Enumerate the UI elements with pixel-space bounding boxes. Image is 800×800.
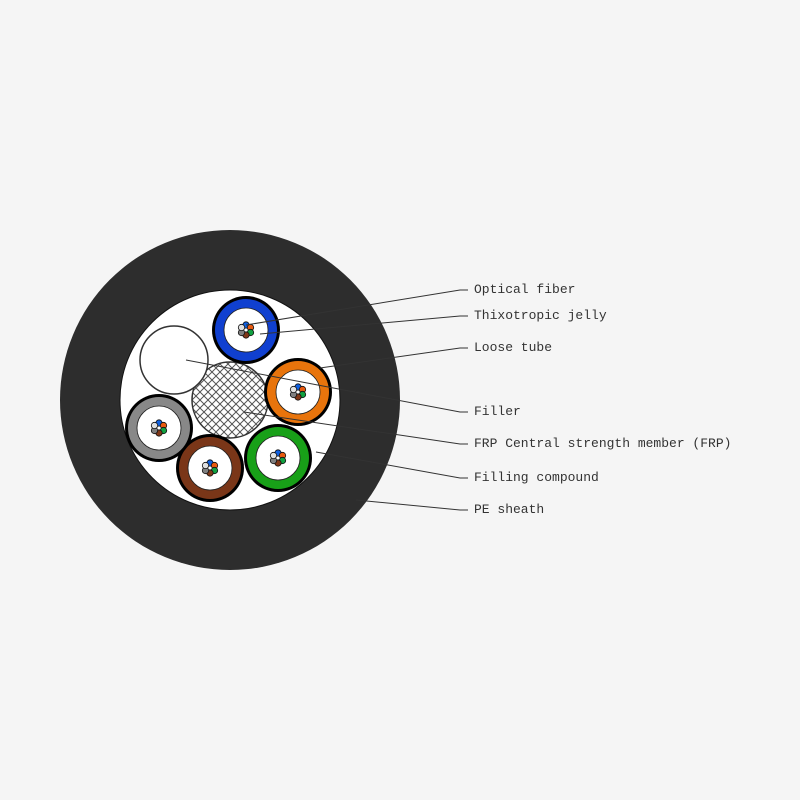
thixotropic-jelly-grey [137,406,181,450]
thixotropic-jelly-blue [224,308,268,352]
label-frp_center: FRP Central strength member (FRP) [474,436,731,451]
label-optical_fiber: Optical fiber [474,282,575,297]
optical-fiber [202,462,208,468]
label-loose_tube: Loose tube [474,340,552,355]
leader-line-pe_sheath [356,500,468,510]
thixotropic-jelly-brown [188,446,232,490]
optical-fiber [151,422,157,428]
filler-rod [140,326,208,394]
label-filler: Filler [474,404,521,419]
thixotropic-jelly-orange [276,370,320,414]
label-pe_sheath: PE sheath [474,502,544,517]
optical-fiber [290,386,296,392]
label-thixotropic_jelly: Thixotropic jelly [474,308,607,323]
optical-fiber [238,324,244,330]
thixotropic-jelly-green [256,436,300,480]
optical-fiber [270,452,276,458]
label-filling_compound: Filling compound [474,470,599,485]
cable-cross-section-diagram [0,0,800,800]
